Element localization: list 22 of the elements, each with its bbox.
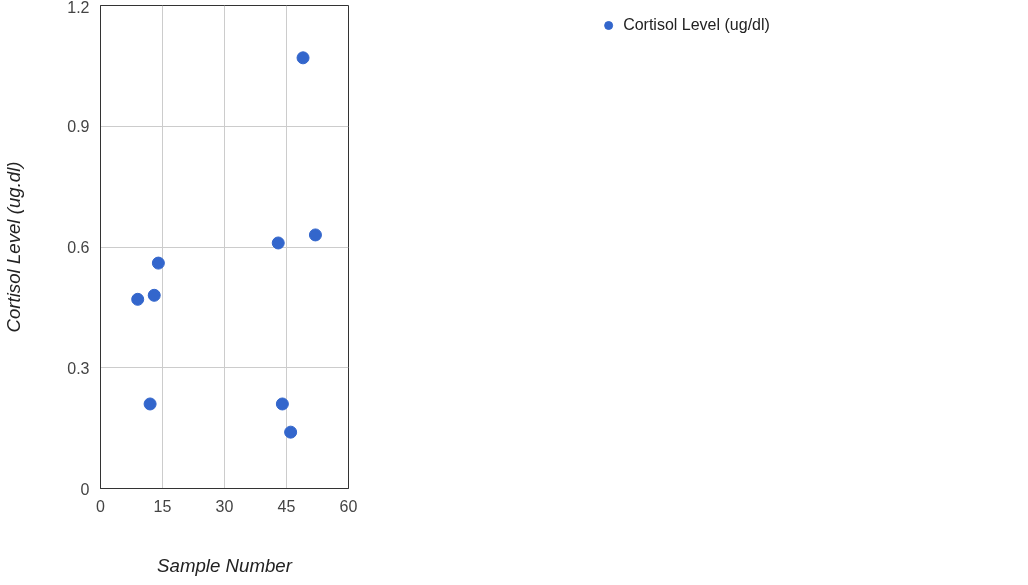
y-tick-label: 0.9 [67,118,90,136]
point [271,236,285,250]
point [143,397,157,411]
point [296,51,310,65]
legend-label: Cortisol Level (ug/dl) [623,16,770,34]
y-tick-label: 0 [80,480,90,498]
x-tick-label: 45 [277,497,296,515]
x-tick-label: 15 [153,497,172,515]
y-tick-label: 1.2 [67,0,90,16]
point [284,425,298,439]
x-tick-label: 60 [339,497,358,515]
x-tick-label: 30 [215,497,234,515]
y-tick-label: 0.3 [67,359,90,377]
y-axis-title: Cortisol Level (ug.dl) [3,161,25,333]
point [308,228,322,242]
point [275,397,289,411]
point [147,288,161,302]
x-tick-label: 0 [96,497,106,515]
point [151,256,165,270]
point [131,292,145,306]
y-tick-label: 0.6 [67,239,90,256]
x-axis-title: Sample Number [157,554,293,576]
